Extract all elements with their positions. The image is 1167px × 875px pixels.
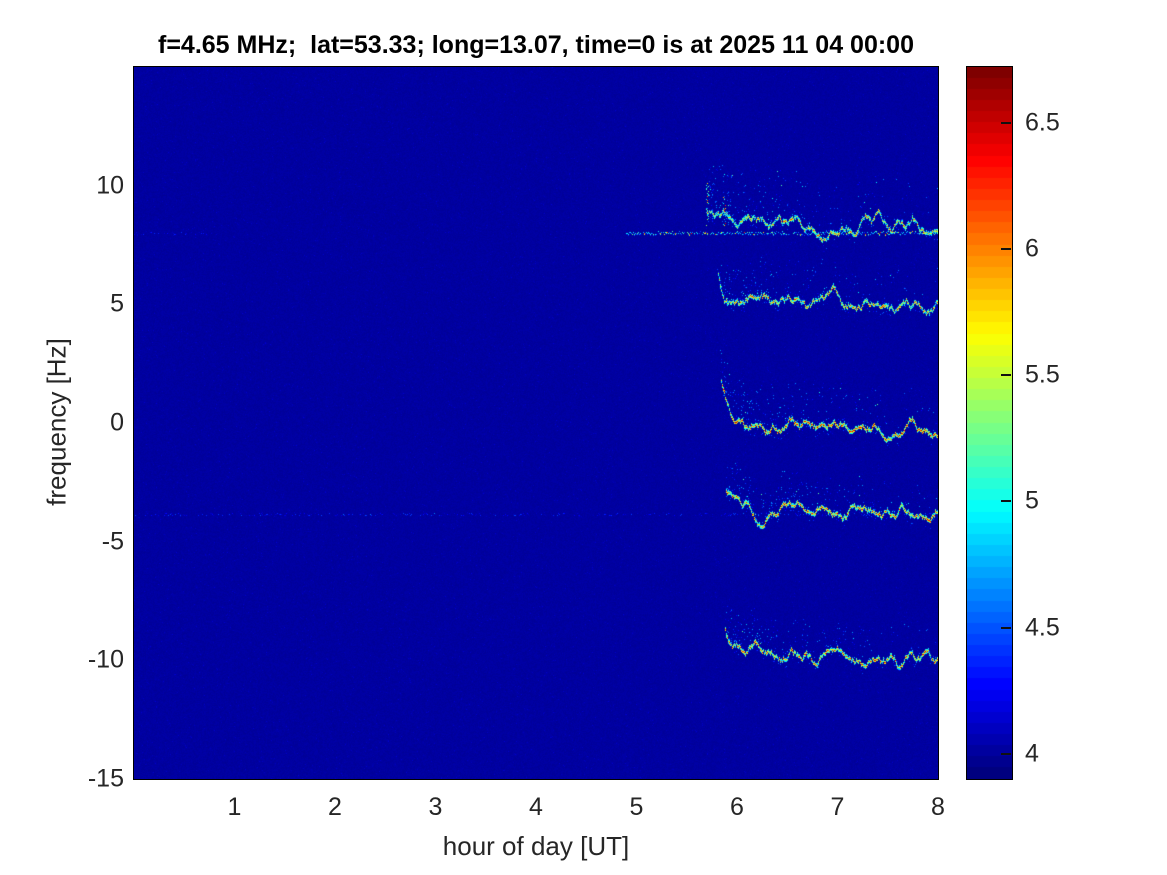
- x-tick-label: 5: [629, 793, 644, 821]
- x-tick-label: 3: [428, 793, 443, 821]
- spectrogram-canvas: [133, 66, 939, 780]
- colorbar-tick-label: 6: [1025, 234, 1039, 263]
- x-tick-label: 7: [830, 793, 845, 821]
- y-tick-label: 0: [110, 408, 124, 437]
- y-tick-label: 10: [96, 171, 124, 200]
- colorbar-tick-mark: [1001, 121, 1011, 124]
- colorbar-tick-label: 5.5: [1025, 360, 1060, 389]
- y-tick-label: -10: [87, 645, 124, 674]
- x-tick-label: 8: [931, 793, 945, 821]
- colorbar-canvas: [966, 66, 1013, 780]
- colorbar-tick-label: 6.5: [1025, 108, 1060, 137]
- x-tick-label: 1: [227, 793, 242, 821]
- colorbar-tick-mark: [1001, 500, 1011, 503]
- y-tick-label: 5: [110, 289, 124, 318]
- x-axis-label: hour of day [UT]: [442, 831, 630, 861]
- colorbar-tick-mark: [1001, 374, 1011, 377]
- plot-title: f=4.65 MHz; lat=53.33; long=13.07, time=…: [158, 31, 914, 59]
- x-tick-label: 4: [529, 793, 543, 821]
- colorbar-tick-mark: [1001, 752, 1011, 755]
- colorbar-tick-label: 4: [1025, 739, 1039, 768]
- colorbar-tick-mark: [1001, 247, 1011, 250]
- x-tick-label: 2: [328, 793, 342, 821]
- y-tick-label: -5: [101, 527, 124, 556]
- x-tick-label: 6: [730, 793, 744, 821]
- colorbar-tick-label: 4.5: [1025, 613, 1060, 641]
- y-tick-label: -15: [87, 764, 124, 793]
- colorbar-tick-label: 5: [1025, 486, 1039, 515]
- colorbar-tick-mark: [1001, 626, 1011, 629]
